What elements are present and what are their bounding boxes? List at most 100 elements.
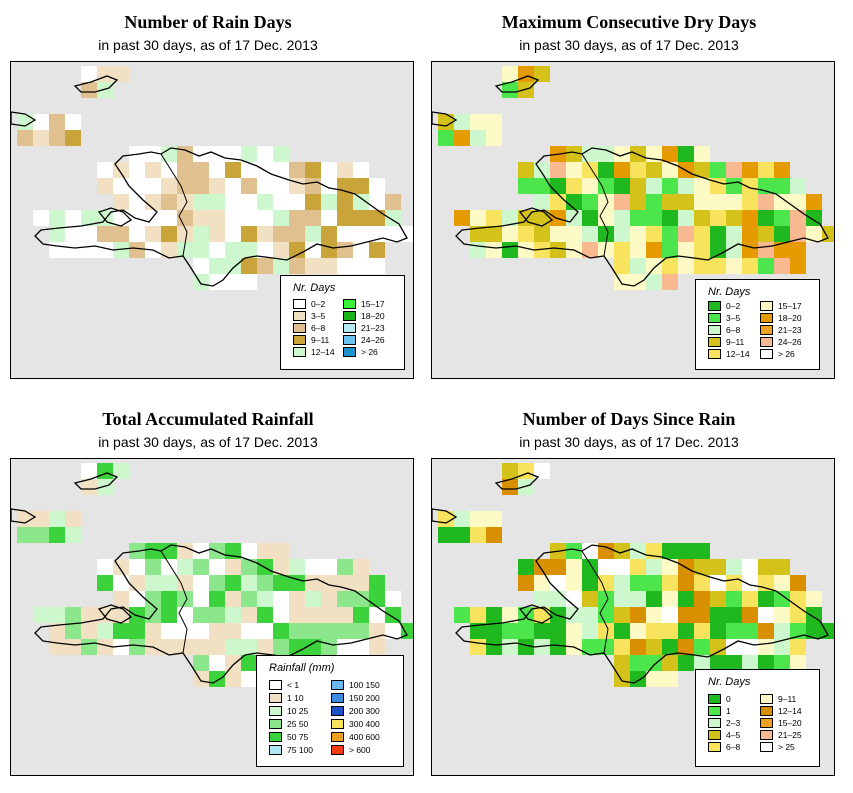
grid-cell: [385, 226, 401, 242]
grid-cell: [662, 559, 678, 575]
grid-cell: [305, 178, 321, 194]
legend-label: 0–2: [311, 299, 326, 309]
grid-cell: [566, 591, 582, 607]
grid-cell: [774, 194, 790, 210]
grid-cell: [65, 114, 81, 130]
grid-cell: [321, 258, 337, 274]
grid-cell: [454, 210, 470, 226]
grid-cell: [710, 178, 726, 194]
panel-subtitle: in past 30 days, as of 17 Dec. 2013: [98, 434, 318, 450]
grid-cell: [97, 559, 113, 575]
grid-cell: [209, 591, 225, 607]
grid-cell: [225, 258, 241, 274]
grid-cell: [758, 559, 774, 575]
legend-item: 6–8: [293, 322, 325, 334]
legend-swatch: [760, 349, 773, 359]
grid-cell: [566, 162, 582, 178]
grid-cell: [81, 463, 97, 479]
grid-cell: [774, 258, 790, 274]
legend-swatch: [269, 719, 282, 729]
legend-label: 21–25: [778, 730, 802, 740]
panel-subtitle: in past 30 days, as of 17 Dec. 2013: [519, 37, 739, 53]
grid-cell: [385, 623, 401, 639]
grid-cell: [81, 242, 97, 258]
grid-cell: [694, 543, 710, 559]
grid-cell: [502, 607, 518, 623]
grid-cell: [65, 607, 81, 623]
grid-cell: [257, 543, 273, 559]
legend-label: 200 300: [349, 706, 380, 716]
grid-cell: [518, 226, 534, 242]
grid-cell: [209, 210, 225, 226]
grid-cell: [337, 639, 353, 655]
grid-cell: [726, 162, 742, 178]
legend-swatch: [708, 313, 721, 323]
grid-cell: [193, 543, 209, 559]
grid-cell: [518, 66, 534, 82]
legend-label: 300 400: [349, 719, 380, 729]
grid-cell: [49, 639, 65, 655]
grid-cell: [806, 194, 822, 210]
coastline: [34, 147, 408, 287]
legend-label: 9–11: [778, 694, 797, 704]
grid-cell: [566, 146, 582, 162]
grid-cell: [518, 162, 534, 178]
grid-cell: [65, 226, 81, 242]
legend-swatch: [708, 718, 721, 728]
grid-cell: [337, 623, 353, 639]
grid-cell: [630, 639, 646, 655]
grid-cell: [97, 463, 113, 479]
legend-label: 150 200: [349, 693, 380, 703]
grid-cell: [710, 623, 726, 639]
grid-cell: [225, 242, 241, 258]
grid-cell: [225, 162, 241, 178]
grid-cell: [646, 623, 662, 639]
grid-cell: [614, 162, 630, 178]
country-border: [160, 153, 188, 257]
grid-cell: [241, 210, 257, 226]
grid-cell: [321, 623, 337, 639]
grid-cell: [598, 559, 614, 575]
grid-cell: [225, 591, 241, 607]
grid-cell: [161, 194, 177, 210]
grid-cell: [646, 194, 662, 210]
grid-cell: [337, 242, 353, 258]
grid-cell: [177, 146, 193, 162]
grid-cell: [518, 242, 534, 258]
grid-cell: [486, 607, 502, 623]
grid-cell: [257, 178, 273, 194]
panel-subtitle: in past 30 days, as of 17 Dec. 2013: [519, 434, 739, 450]
total-rainfall-panel: Total Accumulated Rainfall in past 30 da…: [0, 397, 416, 777]
grid-cell: [742, 210, 758, 226]
grid-cell: [193, 607, 209, 623]
grid-cell: [502, 226, 518, 242]
grid-cell: [161, 591, 177, 607]
grid-cell: [710, 591, 726, 607]
legend-label: > 26: [778, 349, 795, 359]
grid-cell: [289, 258, 305, 274]
grid-cell: [582, 575, 598, 591]
grid-cell: [598, 607, 614, 623]
legend-item: 24–26: [343, 334, 385, 346]
grid-cell: [758, 194, 774, 210]
legend-item: 24–26: [760, 336, 802, 348]
grid-cell: [81, 226, 97, 242]
grid-cell: [193, 639, 209, 655]
grid-cell: [774, 242, 790, 258]
grid-cell: [598, 226, 614, 242]
legend-label: 4–5: [726, 730, 741, 740]
legend-swatch: [708, 730, 721, 740]
legend-item: > 25: [760, 741, 795, 753]
grid-cell: [129, 194, 145, 210]
grid-cell: [65, 639, 81, 655]
legend-label: > 26: [361, 347, 378, 357]
grid-cell: [742, 162, 758, 178]
grid-cell: [790, 178, 806, 194]
grid-cell: [598, 242, 614, 258]
grid-cell: [209, 607, 225, 623]
legend-item: 300 400: [331, 718, 380, 730]
grid-cell: [337, 607, 353, 623]
grid-cell: [822, 226, 834, 242]
grid-cell: [289, 210, 305, 226]
legend: Nr. Days 0–2 3–5 6–8 9–11 12–14 15–17 18–20 21–…: [280, 275, 405, 370]
